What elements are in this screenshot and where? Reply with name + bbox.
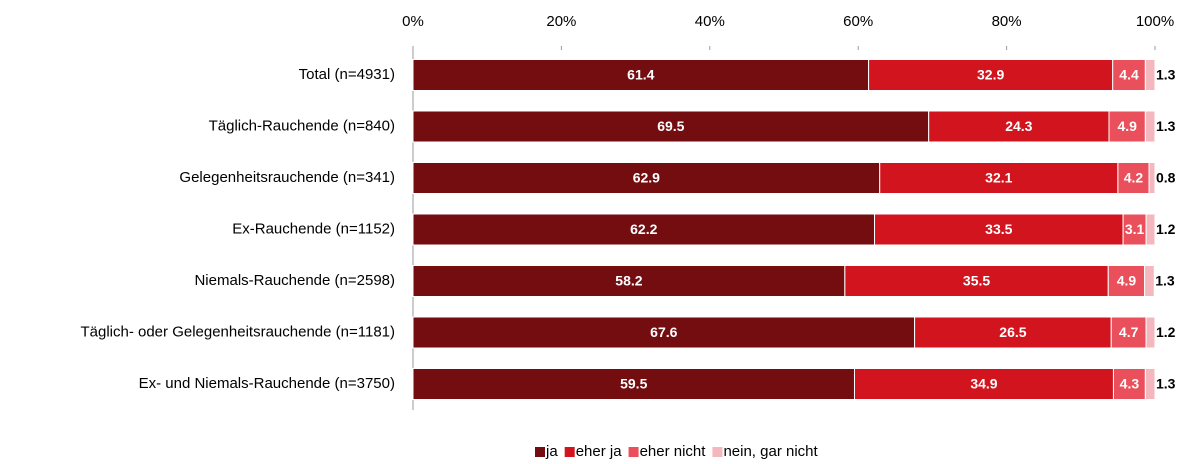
bar-segment: [1144, 265, 1155, 297]
legend-label: eher ja: [576, 443, 623, 460]
bar-segment: [874, 213, 1124, 246]
data-label: 4.7: [1119, 324, 1139, 340]
bar-segment: [412, 316, 916, 349]
data-label: 61.4: [627, 67, 654, 83]
data-label: 1.3: [1156, 118, 1176, 134]
data-label: 4.2: [1124, 170, 1144, 186]
data-label: 59.5: [620, 376, 647, 392]
bar-segment: [1148, 162, 1156, 194]
bar-segment: [853, 368, 1114, 400]
category-label: Täglich-Rauchende (n=840): [209, 117, 395, 134]
data-label: 1.3: [1156, 376, 1176, 392]
legend-label: ja: [545, 443, 558, 460]
legend-swatch: [564, 447, 575, 457]
bar-segment: [1107, 265, 1146, 297]
data-label: 4.9: [1117, 273, 1137, 289]
data-label: 26.5: [999, 324, 1026, 340]
x-tick-label: 20%: [546, 13, 576, 30]
legend-label: eher nicht: [640, 443, 707, 460]
bar-segment: [1144, 110, 1156, 143]
data-label: 1.3: [1155, 273, 1175, 289]
x-tick-label: 0%: [402, 13, 424, 30]
data-label: 58.2: [615, 273, 642, 289]
bar-segment: [412, 368, 855, 400]
data-label: 0.8: [1156, 170, 1176, 186]
x-tick-label: 40%: [695, 13, 725, 30]
data-label: 67.6: [650, 324, 677, 340]
bar-segment: [1144, 368, 1156, 400]
data-label: 4.4: [1119, 67, 1139, 83]
data-label: 4.9: [1117, 118, 1137, 134]
bar-segment: [1108, 110, 1146, 143]
legend-swatch: [628, 447, 639, 457]
data-label: 34.9: [970, 376, 997, 392]
bar-segment: [1110, 316, 1147, 349]
data-label: 35.5: [963, 273, 990, 289]
data-label: 3.1: [1125, 221, 1145, 237]
bar-segment: [844, 265, 1109, 297]
bar-segment: [1112, 59, 1146, 91]
bar-segment: [928, 110, 1110, 143]
legend-swatch: [712, 447, 723, 457]
data-label: 32.9: [977, 67, 1004, 83]
data-label: 69.5: [657, 118, 684, 134]
x-tick-label: 60%: [843, 13, 873, 30]
data-label: 62.2: [630, 221, 657, 237]
bar-segment: [914, 316, 1112, 349]
data-label: 1.2: [1156, 324, 1176, 340]
x-tick-label: 100%: [1136, 13, 1174, 30]
category-label: Ex-Rauchende (n=1152): [232, 220, 395, 237]
bar-segment: [412, 265, 846, 297]
bar-segment: [1112, 368, 1146, 400]
bar-segment: [1117, 162, 1150, 194]
bar-segment: [412, 110, 930, 143]
bar-segment: [1144, 59, 1156, 91]
bar-segment: [1145, 213, 1156, 246]
bar-segment: [1145, 316, 1156, 349]
legend-label: nein, gar nicht: [723, 443, 818, 460]
legend-swatch: [535, 447, 545, 457]
category-label: Täglich- oder Gelegenheitsrauchende (n=1…: [80, 323, 395, 340]
category-label: Total (n=4931): [299, 66, 395, 83]
data-label: 24.3: [1005, 118, 1032, 134]
category-label: Niemals-Rauchende (n=2598): [194, 272, 395, 289]
data-label: 1.2: [1156, 221, 1176, 237]
data-label: 1.3: [1156, 67, 1176, 83]
data-label: 4.3: [1120, 376, 1140, 392]
data-label: 32.1: [985, 170, 1012, 186]
data-label: 62.9: [633, 170, 660, 186]
category-label: Gelegenheitsrauchende (n=341): [179, 169, 395, 186]
bar-segment: [412, 59, 870, 91]
data-label: 33.5: [985, 221, 1012, 237]
bar-segment: [868, 59, 1114, 91]
category-label: Ex- und Niemals-Rauchende (n=3750): [139, 375, 395, 392]
x-tick-label: 80%: [992, 13, 1022, 30]
